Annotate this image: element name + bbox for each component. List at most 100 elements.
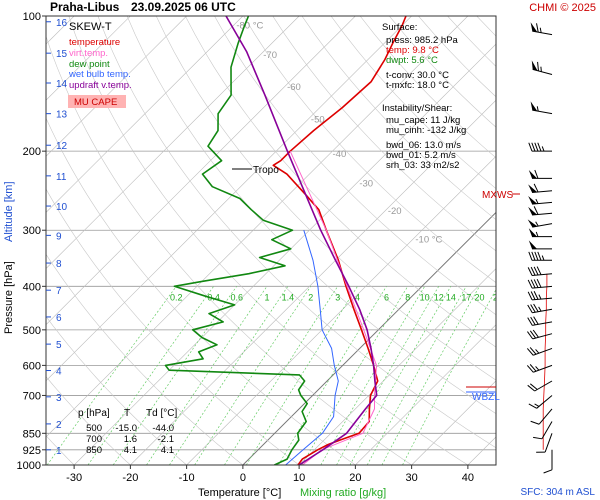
wind-barb <box>530 408 553 425</box>
isotherm <box>46 16 412 382</box>
altitude-tick-label: 13 <box>56 110 68 121</box>
table-cell: 850 <box>86 445 102 456</box>
dry-adiabat <box>46 253 244 465</box>
isotherm <box>242 211 496 465</box>
isotherm <box>46 16 131 101</box>
dry-adiabat <box>506 16 600 465</box>
y-tick-label: 100 <box>23 11 41 23</box>
altitude-tick-label: 1 <box>56 446 62 457</box>
isotherm <box>73 43 496 465</box>
mixing-ratio-label: 2 <box>308 292 313 302</box>
mixing-ratio-label: 17 <box>461 292 471 302</box>
dry-adiabat <box>46 315 187 465</box>
mixing-ratio-label: 10 <box>420 292 430 302</box>
legend-temperature: temperature <box>69 37 120 48</box>
mixing-ratio-line <box>46 286 177 465</box>
isotherm-label: -50 <box>311 114 325 125</box>
dry-adiabat <box>535 16 600 465</box>
legend: SKEW-T temperature virt.temp. dew point … <box>68 21 132 108</box>
wind-barb <box>527 219 553 228</box>
mixing-ratio-label: 1 <box>265 292 270 302</box>
x-tick-label: -20 <box>122 472 138 484</box>
y-tick-label: 500 <box>23 325 41 337</box>
surface-header: Surface: <box>382 22 417 33</box>
isotherm-label: -70 <box>263 50 277 61</box>
isotherm <box>186 155 496 465</box>
altitude-tick-label: 15 <box>56 49 68 60</box>
isotherm-label: -60 <box>287 82 301 93</box>
altitude-tick-label: 2 <box>56 420 62 431</box>
isotherm <box>355 324 496 465</box>
series-virt-temp <box>289 150 377 465</box>
dry-adiabat <box>46 117 356 465</box>
table-cell: 1.6 <box>124 434 137 445</box>
series-dew-point <box>164 16 308 465</box>
bwd-06-value: bwd_06: 13.0 m/s <box>386 140 461 151</box>
series-updraft-v-temp <box>225 16 378 465</box>
y-tick-label: 925 <box>23 445 41 457</box>
mixing-ratio-line <box>278 286 387 465</box>
dry-adiabat <box>243 16 496 284</box>
wind-barb <box>528 228 552 238</box>
x-axis-title-mix: Mixing ratio [g/kg] <box>300 487 386 499</box>
wind-barb <box>527 380 553 392</box>
altitude-tick-label: 14 <box>56 79 68 90</box>
mixing-ratio-line <box>381 286 480 465</box>
y-tick-label: 300 <box>23 225 41 237</box>
table-header-td: Td [°C] <box>146 408 177 419</box>
wind-barb <box>527 266 553 276</box>
surface-tconv: t-conv: 30.0 °C <box>386 70 449 81</box>
mu-cape-value: mu_cape: 11 J/kg <box>386 115 460 126</box>
y-axis-title-altitude: Altitude [km] <box>3 181 15 242</box>
x-tick-label: 30 <box>406 472 418 484</box>
x-tick-label: -30 <box>66 472 82 484</box>
isotherm-label: -10 °C <box>415 235 442 246</box>
dry-adiabat <box>214 16 496 316</box>
mixing-ratio-line <box>320 286 425 465</box>
dry-adiabat <box>126 16 496 414</box>
levels-table: p [hPa] T Td [°C] 500 -15.0 -44.0 700 1.… <box>78 408 177 456</box>
mixing-ratio-line <box>402 288 496 465</box>
altitude-tick-label: 8 <box>56 259 62 270</box>
wind-barb <box>526 347 553 356</box>
wind-barb <box>527 291 553 301</box>
y-tick-label: 400 <box>23 281 41 293</box>
station-name: Praha-Libus <box>50 0 120 14</box>
isotherm <box>46 16 244 213</box>
tropopause-label: Tropo <box>253 165 279 176</box>
y-tick-label: 600 <box>23 360 41 372</box>
isotherm <box>411 380 496 465</box>
isotherm <box>130 99 496 465</box>
wind-barb <box>528 183 553 193</box>
mixing-ratio-label: 0.4 <box>207 292 220 302</box>
x-tick-label: 0 <box>240 472 246 484</box>
isotherm <box>46 16 356 326</box>
dry-adiabat <box>46 35 412 465</box>
wind-barb <box>530 101 553 115</box>
altitude-tick-label: 7 <box>56 286 62 297</box>
table-cell: 4.1 <box>161 445 174 456</box>
mixing-ratio-label: 1.4 <box>282 292 295 302</box>
dry-adiabat <box>155 16 496 381</box>
altitude-tick-label: 5 <box>56 340 62 351</box>
isotherm-label: -30 <box>359 178 373 189</box>
dry-adiabat <box>97 16 496 449</box>
mixing-ratio-label: 0.2 <box>170 292 183 302</box>
x-tick-label: 10 <box>293 472 305 484</box>
x-axis-title-temp: Temperature [°C] <box>198 487 281 499</box>
instability-info: Instability/Shear: mu_cape: 11 J/kg mu_c… <box>382 103 466 171</box>
isotherm <box>46 16 187 157</box>
isotherm <box>524 16 600 465</box>
legend-dew-point: dew point <box>69 59 110 70</box>
surface-temp: temp: 9.8 °C <box>386 45 439 56</box>
isotherm <box>298 268 496 465</box>
table-header-p: p [hPa] <box>78 408 110 419</box>
wind-barb <box>526 364 553 373</box>
table-cell: 4.1 <box>124 445 137 456</box>
wind-barb <box>531 60 553 76</box>
dry-adiabat <box>68 16 469 465</box>
dry-adiabat <box>46 376 131 465</box>
sfc-label: SFC: 304 m ASL <box>521 487 596 498</box>
mixing-ratio-label: 25 <box>493 292 503 302</box>
